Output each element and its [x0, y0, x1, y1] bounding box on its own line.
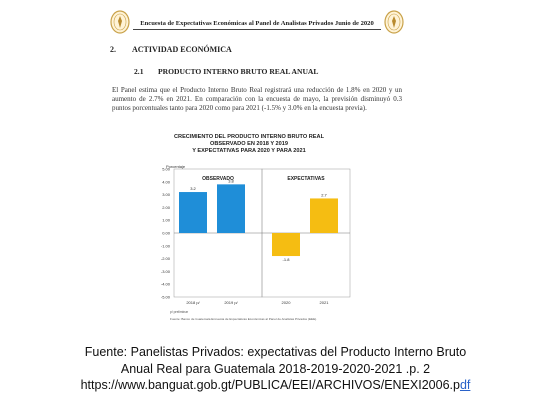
chart-title: CRECIMIENTO DEL PRODUCTO INTERNO BRUTO R… — [88, 134, 410, 154]
header-rule — [133, 29, 381, 30]
chart-block: CRECIMIENTO DEL PRODUCTO INTERNO BRUTO R… — [88, 134, 410, 333]
y-tick-label: -2.00 — [161, 256, 171, 261]
panel-label-expectations: EXPECTATIVAS — [287, 176, 325, 182]
y-tick-label: 1.00 — [162, 218, 171, 223]
section-title: ACTIVIDAD ECONÓMICA — [132, 45, 232, 54]
bar-value-label: -1.8 — [283, 257, 291, 262]
panel-label-observed: OBSERVADO — [202, 176, 234, 182]
chart-footnote: p/ preliminar — [170, 310, 189, 314]
body-paragraph: El Panel estima que el Producto Interno … — [112, 86, 402, 113]
y-axis-label: Porcentaje — [166, 164, 186, 169]
caption-line-2: Anual Real para Guatemala 2018-2019-2020… — [120, 361, 431, 376]
seal-left — [110, 10, 130, 34]
caption-url-link[interactable]: df — [459, 378, 471, 392]
document-page: Encuesta de Expectativas Económicas al P… — [88, 8, 410, 333]
x-tick-label: 2018 p/ — [186, 300, 200, 305]
chart-source: Fuente: Banco de Guatemala Encuesta de E… — [170, 317, 317, 321]
chart-title-line-1: CRECIMIENTO DEL PRODUCTO INTERNO BRUTO R… — [173, 134, 324, 140]
subsection-title: PRODUCTO INTERNO BRUTO REAL ANUAL — [158, 67, 319, 76]
section-number: 2. — [110, 45, 116, 54]
y-tick-label: 4.00 — [162, 179, 171, 184]
caption-line-1: Fuente: Panelistas Privados: expectativa… — [84, 345, 467, 359]
seal-right — [384, 10, 404, 34]
y-tick-label: -4.00 — [161, 282, 171, 287]
x-tick-label: 2020 — [282, 300, 292, 305]
bar-4 — [310, 198, 338, 233]
y-tick-label: 3.00 — [162, 192, 171, 197]
x-tick-label: 2019 p/ — [224, 300, 238, 305]
document-header: Encuesta de Expectativas Económicas al P… — [140, 20, 374, 27]
y-tick-label: -5.00 — [161, 295, 171, 300]
bar-2 — [217, 184, 245, 233]
section-heading: 2. ACTIVIDAD ECONÓMICA — [110, 45, 232, 54]
y-tick-label: -1.00 — [161, 243, 171, 248]
caption-url: https://www.banguat.gob.gt/PUBLICA/EEI/A… — [80, 378, 460, 392]
y-tick-label: 2.00 — [162, 205, 171, 210]
subsection-number: 2.1 — [134, 67, 144, 76]
bar-1 — [179, 192, 207, 233]
bar-value-label: 3.2 — [190, 186, 196, 191]
bar-value-label: 3.8 — [228, 178, 234, 183]
y-tick-label: 0.00 — [162, 231, 171, 236]
x-tick-label: 2021 — [320, 300, 330, 305]
chart-title-line-2: OBSERVADO EN 2018 Y 2019 — [210, 140, 288, 147]
chart-title-line-3: Y EXPECTATIVAS PARA 2020 Y PARA 2021 — [192, 147, 306, 154]
bar-value-label: 2.7 — [321, 192, 327, 197]
caption-url-line: https://www.banguat.gob.gt/PUBLICA/EEI/A… — [0, 377, 551, 394]
y-tick-label: -3.00 — [161, 269, 171, 274]
subsection-heading: 2.1 PRODUCTO INTERNO BRUTO REAL ANUAL — [134, 67, 318, 76]
figure-caption: Fuente: Panelistas Privados: expectativa… — [0, 344, 551, 394]
y-tick-label: 5.00 — [162, 167, 171, 172]
bar-3 — [272, 233, 300, 257]
